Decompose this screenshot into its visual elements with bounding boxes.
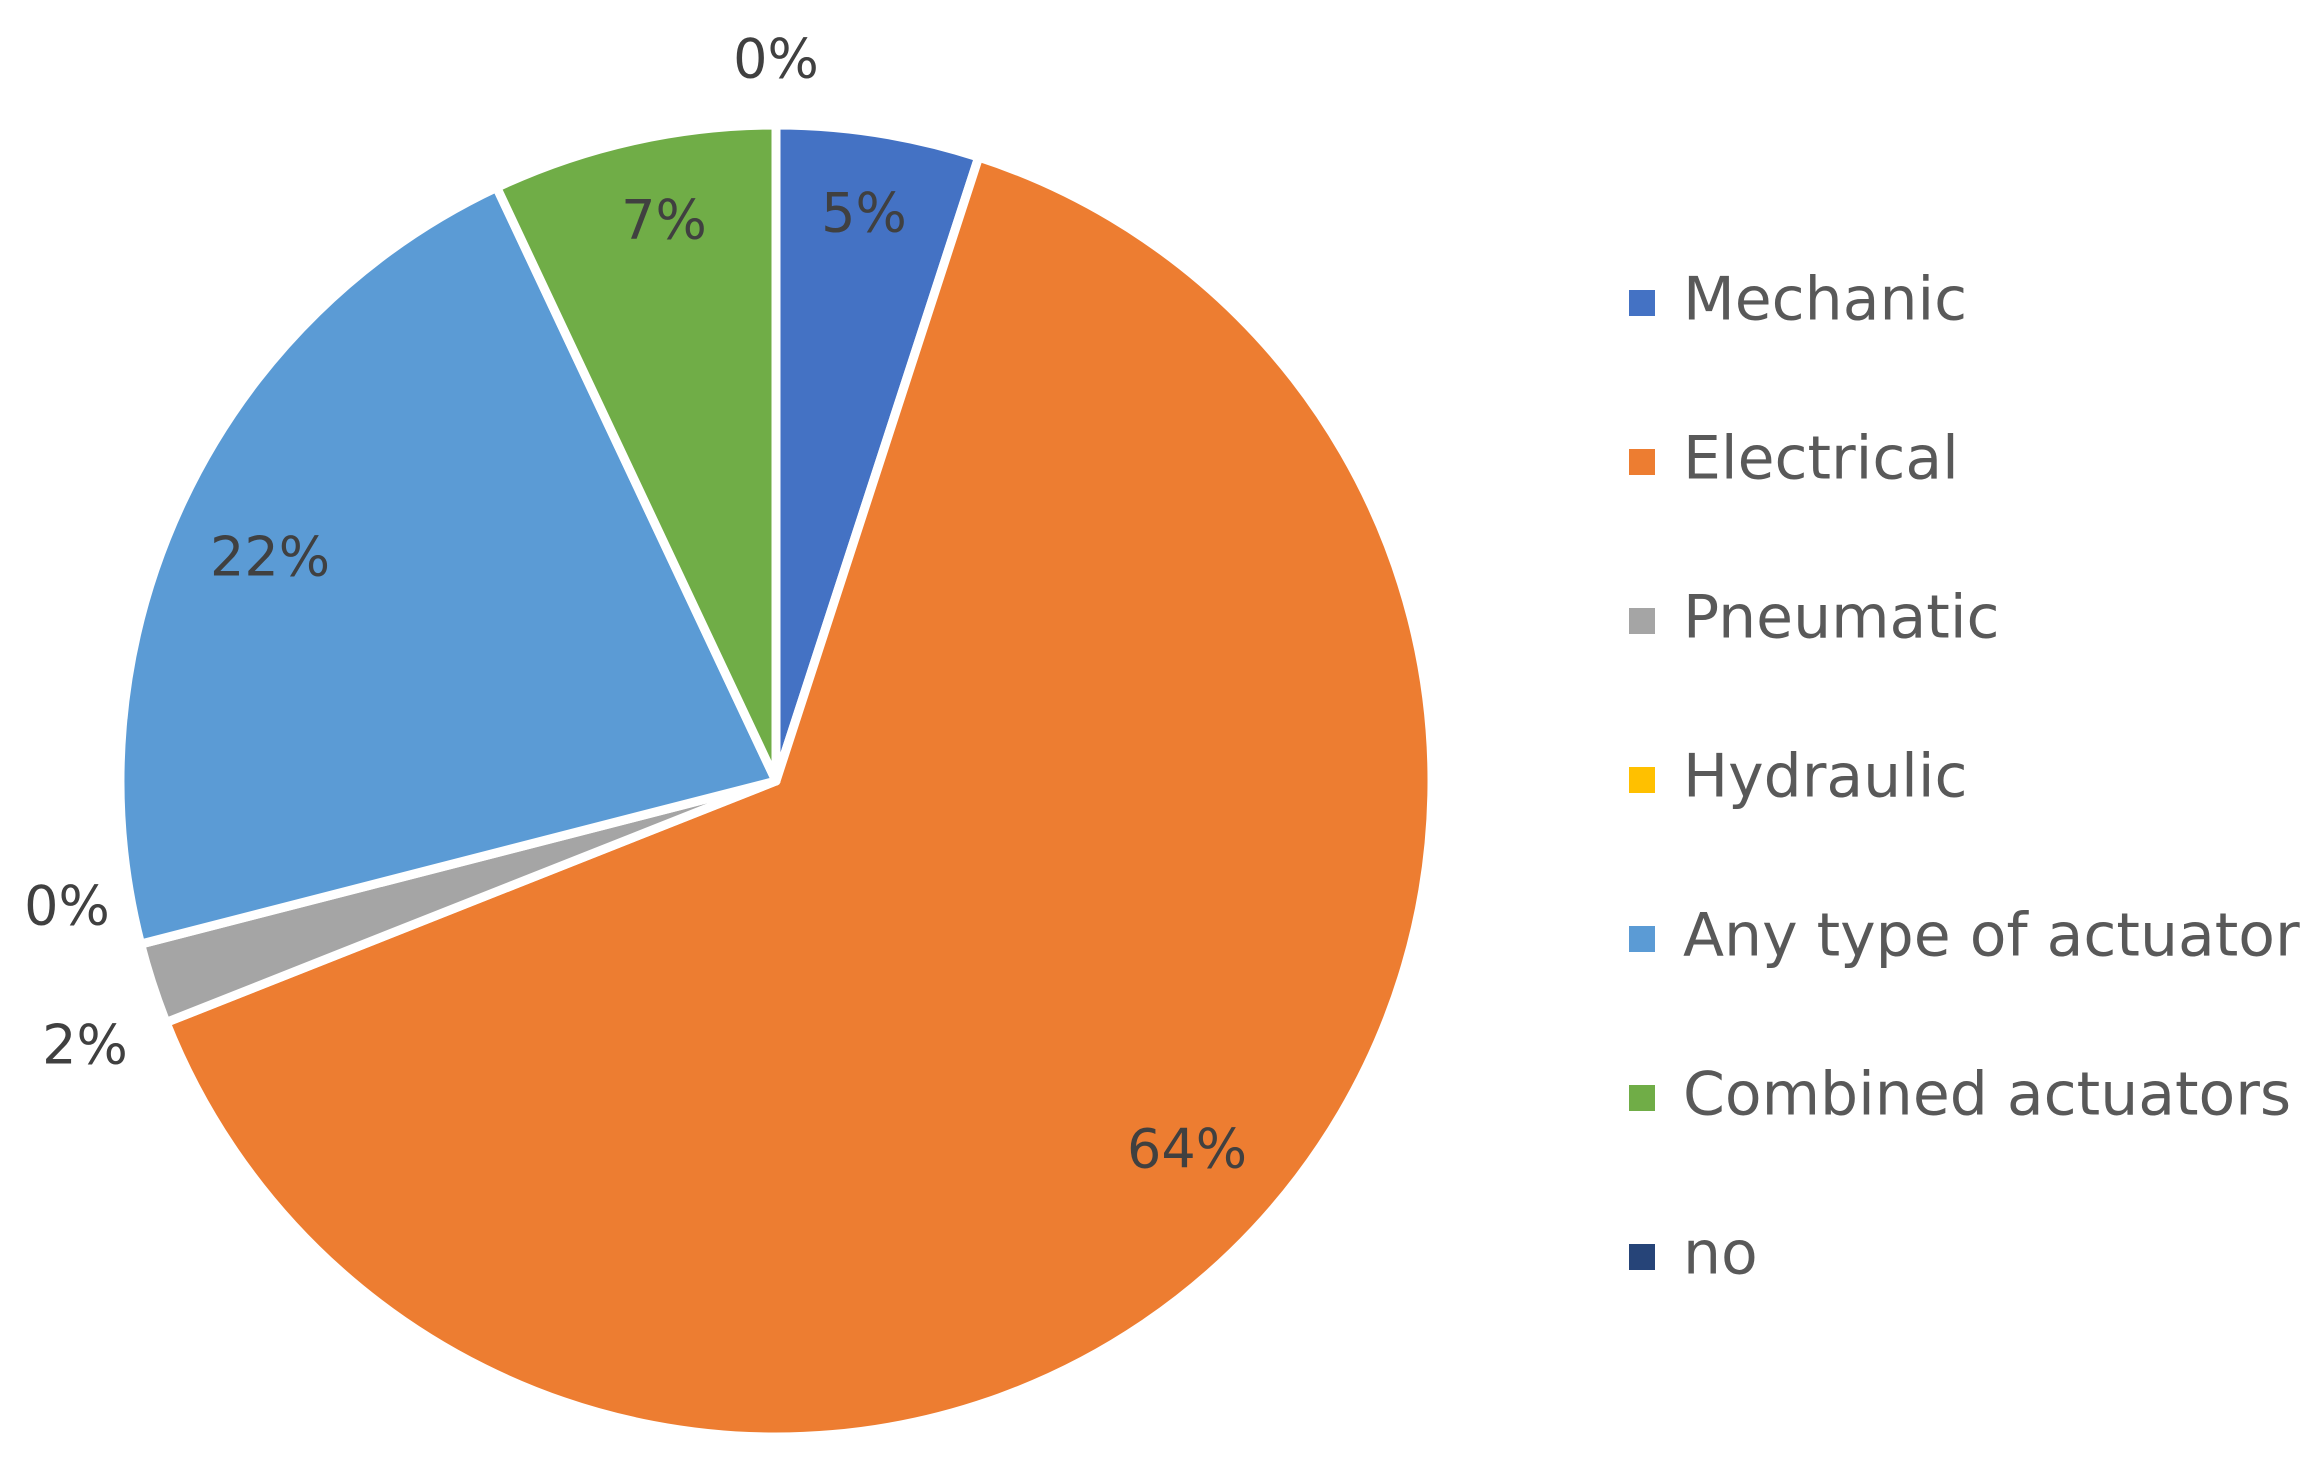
legend-label-combined-actuators: Combined actuators (1683, 1060, 2291, 1130)
legend-item-hydraulic: Hydraulic (1629, 742, 1968, 812)
legend-swatch-combined-actuators (1629, 1085, 1655, 1111)
chart-legend: Mechanic Electrical Pneumatic Hydraulic Any … (1629, 265, 2300, 1289)
legend-label-electrical: Electrical (1683, 424, 1959, 494)
legend-swatch-no (1629, 1244, 1655, 1270)
legend-item-any-type-of-actuator: Any type of actuator (1629, 901, 2300, 971)
pie-slice-any-type-of-actuator (115, 182, 781, 949)
legend-item-pneumatic: Pneumatic (1629, 583, 2000, 653)
pie-slice-electrical (161, 152, 1437, 1442)
legend-label-hydraulic: Hydraulic (1683, 742, 1968, 812)
legend-label-any-type-of-actuator: Any type of actuator (1683, 901, 2300, 971)
pie-slice-combined-actuators (492, 120, 781, 786)
legend-swatch-pneumatic (1629, 608, 1655, 634)
data-label-electrical: 64% (1127, 1118, 1247, 1181)
legend-label-pneumatic: Pneumatic (1683, 583, 2000, 653)
legend-item-mechanic: Mechanic (1629, 265, 1967, 335)
legend-swatch-any-type-of-actuator (1629, 926, 1655, 952)
data-label-any-type-of-actuator: 22% (210, 526, 330, 589)
legend-item-no: no (1629, 1219, 1758, 1289)
data-label-combined-actuators: 7% (621, 189, 707, 252)
legend-label-mechanic: Mechanic (1683, 265, 1967, 335)
data-label-mechanic: 5% (821, 182, 907, 245)
pie-data-labels: 5% 64% 2% 0% 22% 7% 0% (24, 28, 1247, 1181)
legend-item-electrical: Electrical (1629, 424, 1959, 494)
data-label-hydraulic: 0% (24, 875, 110, 938)
legend-item-combined-actuators: Combined actuators (1629, 1060, 2291, 1130)
legend-swatch-hydraulic (1629, 767, 1655, 793)
legend-swatch-electrical (1629, 449, 1655, 475)
data-label-no: 0% (733, 28, 819, 91)
data-label-pneumatic: 2% (42, 1014, 128, 1077)
legend-label-no: no (1683, 1219, 1758, 1289)
pie-slices (115, 120, 1437, 1442)
legend-swatch-mechanic (1629, 290, 1655, 316)
